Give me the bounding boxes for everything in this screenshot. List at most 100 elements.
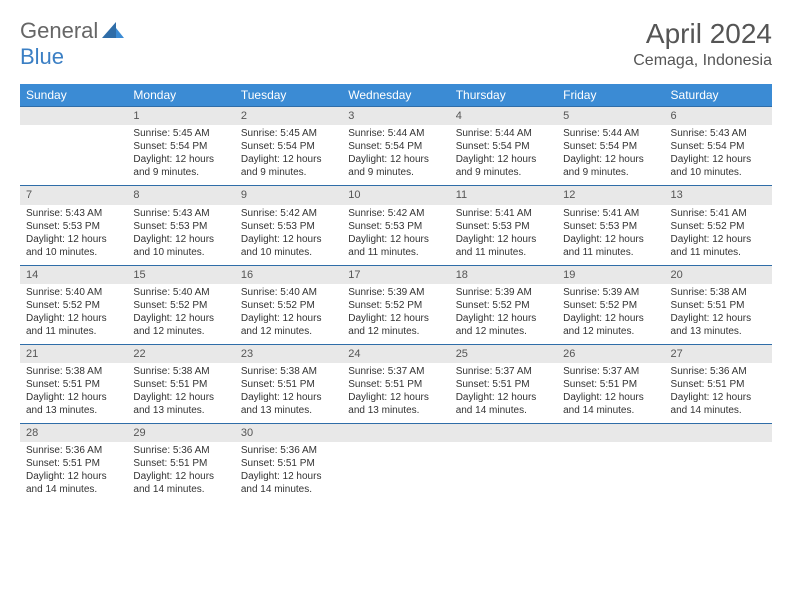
day-line: Sunset: 5:51 PM <box>456 378 551 391</box>
day-line: and 9 minutes. <box>241 166 336 179</box>
weekday-header: Tuesday <box>235 84 342 107</box>
calendar-table: SundayMondayTuesdayWednesdayThursdayFrid… <box>20 84 772 502</box>
page-header: General April 2024 Cemaga, Indonesia <box>20 18 772 70</box>
day-number: 24 <box>342 345 449 363</box>
day-content: Sunrise: 5:42 AMSunset: 5:53 PMDaylight:… <box>342 205 449 265</box>
day-cell: 25Sunrise: 5:37 AMSunset: 5:51 PMDayligh… <box>450 344 557 423</box>
day-line: and 9 minutes. <box>133 166 228 179</box>
day-cell <box>342 424 449 503</box>
day-cell <box>450 424 557 503</box>
day-line: and 14 minutes. <box>456 404 551 417</box>
day-line: Daylight: 12 hours <box>563 233 658 246</box>
day-line: Sunset: 5:53 PM <box>348 220 443 233</box>
day-number: 2 <box>235 107 342 125</box>
day-line: Sunset: 5:51 PM <box>241 378 336 391</box>
day-line: Sunset: 5:54 PM <box>563 140 658 153</box>
day-line: and 11 minutes. <box>563 246 658 259</box>
day-number: 28 <box>20 424 127 442</box>
week-row: 14Sunrise: 5:40 AMSunset: 5:52 PMDayligh… <box>20 265 772 344</box>
day-line: Daylight: 12 hours <box>241 233 336 246</box>
day-line: Sunset: 5:51 PM <box>26 378 121 391</box>
day-content: Sunrise: 5:41 AMSunset: 5:53 PMDaylight:… <box>557 205 664 265</box>
day-line: Sunrise: 5:44 AM <box>563 127 658 140</box>
day-line: Sunset: 5:54 PM <box>133 140 228 153</box>
day-line: Sunrise: 5:38 AM <box>241 365 336 378</box>
day-number: 18 <box>450 266 557 284</box>
day-content <box>342 442 449 500</box>
week-row: 1Sunrise: 5:45 AMSunset: 5:54 PMDaylight… <box>20 107 772 186</box>
day-number <box>342 424 449 442</box>
day-line: and 13 minutes. <box>26 404 121 417</box>
day-number: 27 <box>665 345 772 363</box>
day-content: Sunrise: 5:42 AMSunset: 5:53 PMDaylight:… <box>235 205 342 265</box>
day-line: Sunrise: 5:44 AM <box>456 127 551 140</box>
day-cell: 16Sunrise: 5:40 AMSunset: 5:52 PMDayligh… <box>235 265 342 344</box>
day-cell: 21Sunrise: 5:38 AMSunset: 5:51 PMDayligh… <box>20 344 127 423</box>
weekday-header: Friday <box>557 84 664 107</box>
day-content: Sunrise: 5:36 AMSunset: 5:51 PMDaylight:… <box>20 442 127 502</box>
day-number: 17 <box>342 266 449 284</box>
day-line: Daylight: 12 hours <box>671 153 766 166</box>
day-content: Sunrise: 5:38 AMSunset: 5:51 PMDaylight:… <box>665 284 772 344</box>
day-content: Sunrise: 5:41 AMSunset: 5:52 PMDaylight:… <box>665 205 772 265</box>
day-line: Daylight: 12 hours <box>348 153 443 166</box>
day-line: Sunset: 5:51 PM <box>133 457 228 470</box>
day-line: and 13 minutes. <box>133 404 228 417</box>
day-content: Sunrise: 5:43 AMSunset: 5:53 PMDaylight:… <box>20 205 127 265</box>
day-line: and 11 minutes. <box>26 325 121 338</box>
day-number: 11 <box>450 186 557 204</box>
day-line: Sunset: 5:54 PM <box>671 140 766 153</box>
day-line: Daylight: 12 hours <box>241 153 336 166</box>
day-number: 7 <box>20 186 127 204</box>
day-cell: 20Sunrise: 5:38 AMSunset: 5:51 PMDayligh… <box>665 265 772 344</box>
day-cell: 22Sunrise: 5:38 AMSunset: 5:51 PMDayligh… <box>127 344 234 423</box>
day-line: Sunset: 5:52 PM <box>563 299 658 312</box>
day-line: Sunrise: 5:38 AM <box>671 286 766 299</box>
day-line: Daylight: 12 hours <box>133 153 228 166</box>
day-line: Sunset: 5:53 PM <box>563 220 658 233</box>
weekday-header: Thursday <box>450 84 557 107</box>
day-line: and 10 minutes. <box>671 166 766 179</box>
day-line: Sunset: 5:54 PM <box>348 140 443 153</box>
day-line: and 12 minutes. <box>133 325 228 338</box>
day-line: Daylight: 12 hours <box>26 312 121 325</box>
day-number: 22 <box>127 345 234 363</box>
day-line: and 14 minutes. <box>241 483 336 496</box>
day-line: Sunrise: 5:37 AM <box>456 365 551 378</box>
day-line: Sunset: 5:52 PM <box>671 220 766 233</box>
day-line: Daylight: 12 hours <box>26 470 121 483</box>
day-line: and 14 minutes. <box>133 483 228 496</box>
day-line: Sunset: 5:53 PM <box>133 220 228 233</box>
day-cell: 29Sunrise: 5:36 AMSunset: 5:51 PMDayligh… <box>127 424 234 503</box>
day-number: 1 <box>127 107 234 125</box>
weekday-header: Monday <box>127 84 234 107</box>
day-content: Sunrise: 5:43 AMSunset: 5:53 PMDaylight:… <box>127 205 234 265</box>
day-line: and 14 minutes. <box>563 404 658 417</box>
day-cell: 17Sunrise: 5:39 AMSunset: 5:52 PMDayligh… <box>342 265 449 344</box>
day-number <box>450 424 557 442</box>
day-line: Sunset: 5:52 PM <box>241 299 336 312</box>
day-cell: 3Sunrise: 5:44 AMSunset: 5:54 PMDaylight… <box>342 107 449 186</box>
day-line: Daylight: 12 hours <box>241 470 336 483</box>
day-line: Daylight: 12 hours <box>671 312 766 325</box>
day-line: Daylight: 12 hours <box>456 312 551 325</box>
day-line: Sunrise: 5:39 AM <box>456 286 551 299</box>
day-line: Daylight: 12 hours <box>133 312 228 325</box>
day-number <box>557 424 664 442</box>
day-line: Sunrise: 5:36 AM <box>26 444 121 457</box>
day-line: and 12 minutes. <box>241 325 336 338</box>
day-line: Daylight: 12 hours <box>26 233 121 246</box>
logo-text-blue-wrap: Blue <box>20 44 64 70</box>
weekday-header: Wednesday <box>342 84 449 107</box>
day-line: Sunset: 5:51 PM <box>348 378 443 391</box>
day-line: Sunset: 5:51 PM <box>671 299 766 312</box>
day-cell: 23Sunrise: 5:38 AMSunset: 5:51 PMDayligh… <box>235 344 342 423</box>
day-line: Sunrise: 5:43 AM <box>26 207 121 220</box>
day-cell: 24Sunrise: 5:37 AMSunset: 5:51 PMDayligh… <box>342 344 449 423</box>
day-content: Sunrise: 5:41 AMSunset: 5:53 PMDaylight:… <box>450 205 557 265</box>
day-line: Sunset: 5:51 PM <box>563 378 658 391</box>
day-line: and 12 minutes. <box>348 325 443 338</box>
day-number: 5 <box>557 107 664 125</box>
day-line: Daylight: 12 hours <box>563 391 658 404</box>
day-number: 23 <box>235 345 342 363</box>
